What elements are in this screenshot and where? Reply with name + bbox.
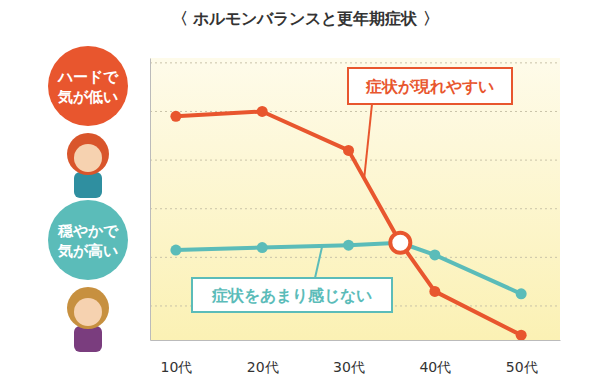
crossing-point (390, 233, 410, 253)
grid-line (150, 208, 560, 209)
y-axis (150, 59, 152, 341)
annotation-text: 症状が現れやすい (365, 77, 494, 96)
illustration-face (74, 298, 102, 326)
point (343, 240, 354, 251)
plot-background (150, 58, 560, 340)
point (516, 288, 527, 299)
x-tick-label: 40代 (419, 359, 451, 375)
badge (48, 200, 128, 280)
point (343, 145, 354, 156)
badge (48, 46, 128, 126)
point (257, 242, 268, 253)
x-tick: 40代 (419, 340, 451, 375)
grid-line (150, 111, 560, 112)
annotation-box (348, 68, 512, 104)
point (257, 106, 268, 117)
point (170, 111, 181, 122)
x-tick-label: 10代 (160, 359, 192, 375)
grid (150, 63, 560, 306)
annotation-pointer (315, 247, 322, 278)
point (429, 286, 440, 297)
illustration-hair (67, 133, 109, 175)
chart: 〈 ホルモンバランスと更年期症状 〉 10代 20代 30代 40代 50代 症状が現れやす… (0, 0, 611, 390)
x-tick: 50代 (506, 340, 538, 375)
grid-line (150, 62, 560, 63)
marks (170, 106, 526, 340)
annotation-text: 症状をあまり感じない (211, 286, 372, 305)
series-badges: ハードで気が低い穏やかで気が高い (48, 46, 128, 352)
illustration (67, 287, 109, 352)
x-tick: 10代 (160, 340, 192, 375)
illustration-body (74, 326, 102, 352)
annotation-box (192, 278, 392, 312)
title: 〈 ホルモンバランスと更年期症状 〉 (172, 9, 439, 28)
series-name: 穏やかで気が高い (57, 222, 119, 260)
x-axis: 10代 20代 30代 40代 50代 (151, 340, 561, 375)
illustration-body (74, 172, 102, 198)
x-tick: 20代 (247, 340, 279, 375)
x-axis-line (151, 340, 561, 341)
x-tick-label: 30代 (333, 359, 365, 375)
annotation-pointer (364, 104, 372, 180)
x-tick-label: 50代 (506, 359, 538, 375)
x-tick: 30代 (333, 340, 365, 375)
annotations: 症状が現れやすい症状をあまり感じない (192, 68, 512, 312)
illustration-face (74, 144, 102, 172)
illustration (67, 133, 109, 198)
point (516, 330, 527, 340)
x-tick-label: 20代 (247, 359, 279, 375)
series-line (176, 111, 521, 335)
point (429, 249, 440, 260)
series-name: ハードで気が低い (57, 68, 119, 106)
y-axis-line (150, 59, 151, 341)
illustration-hair (67, 287, 109, 329)
grid-line (150, 257, 560, 258)
point (170, 245, 181, 256)
